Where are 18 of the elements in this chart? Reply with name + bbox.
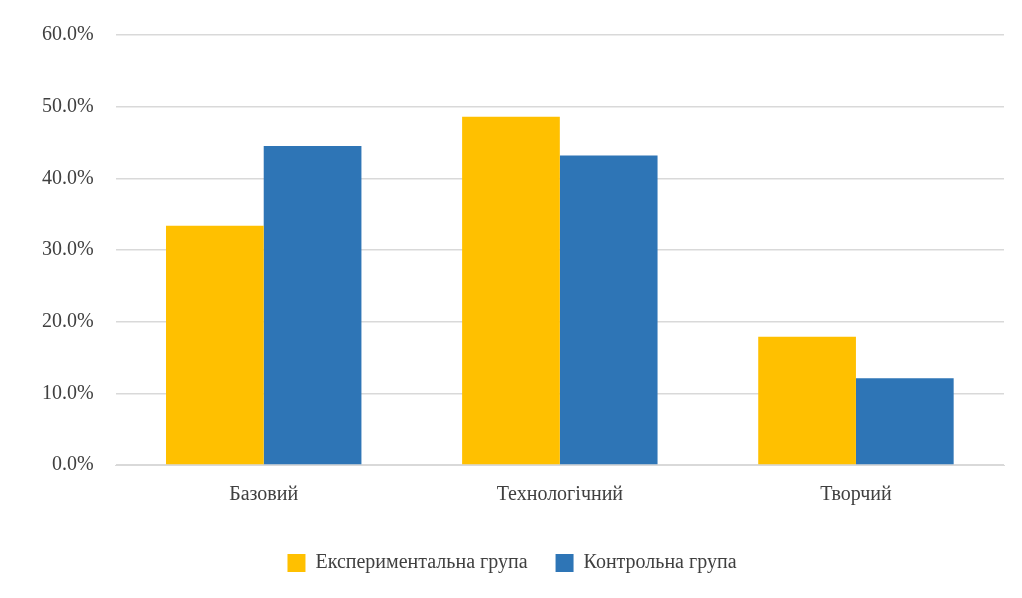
y-tick-label: 10.0%: [41, 380, 94, 403]
bar: [758, 336, 856, 465]
y-tick-label: 50.0%: [41, 93, 94, 116]
x-tick-label: Базовий: [229, 482, 299, 505]
bar: [559, 155, 658, 465]
x-tick-label: Творчий: [820, 482, 892, 506]
bar: [855, 378, 954, 465]
y-tick-label: 30.0%: [41, 237, 94, 260]
legend-label: Експериментальна група: [315, 550, 528, 574]
y-tick-label: 20.0%: [41, 308, 94, 331]
bar: [462, 116, 560, 465]
bar: [166, 225, 264, 465]
legend-label: Контрольна група: [583, 550, 737, 574]
y-tick-label: 60.0%: [41, 22, 94, 45]
y-tick-label: 40.0%: [41, 165, 94, 188]
x-tick-label: Технологічний: [496, 482, 624, 505]
y-tick-label: 0.0%: [51, 452, 94, 475]
bar: [263, 146, 362, 465]
